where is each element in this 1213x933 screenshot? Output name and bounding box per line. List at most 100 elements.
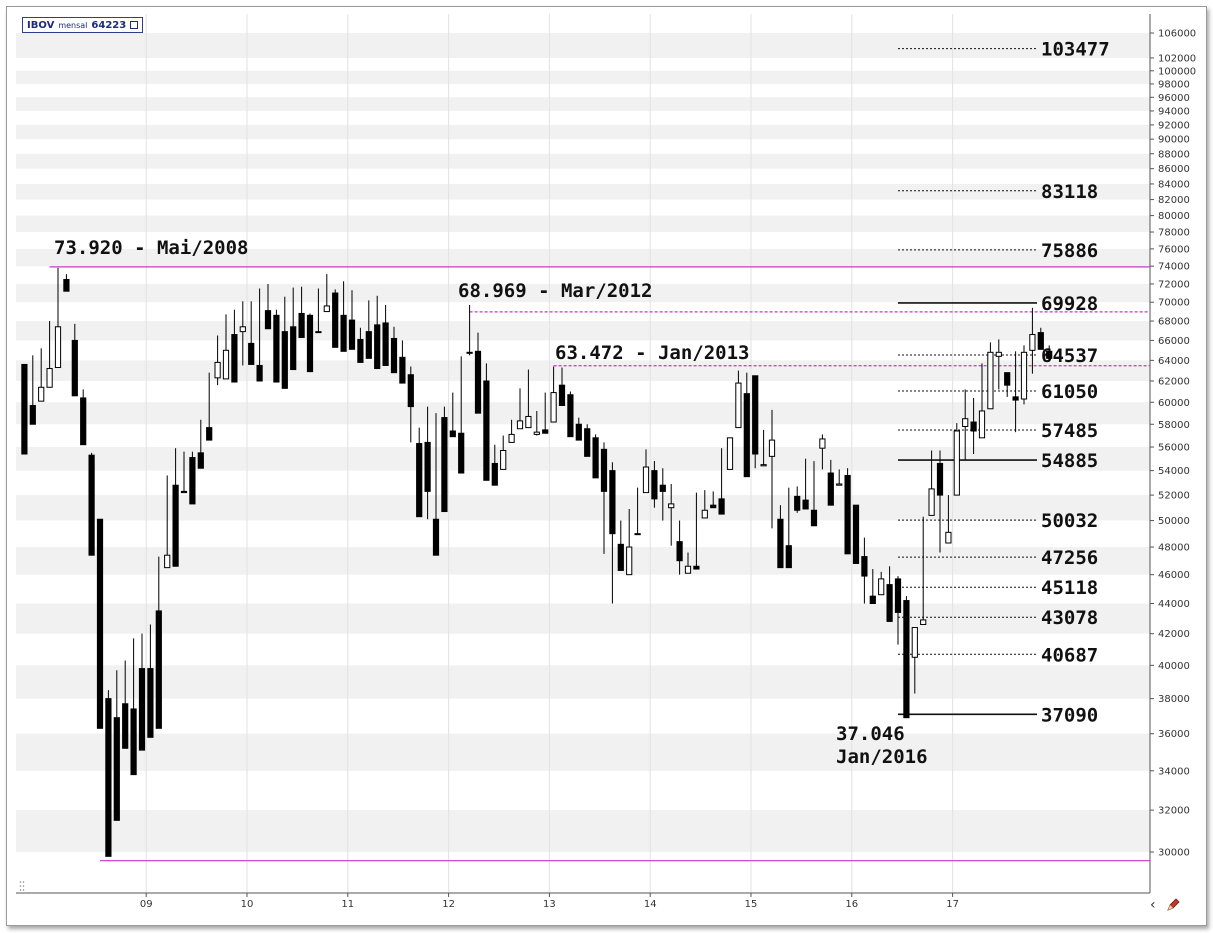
candle-body bbox=[474, 350, 482, 414]
y-tick-label: 88000 bbox=[1158, 149, 1190, 160]
scroll-left-icon[interactable]: ‹ bbox=[1150, 897, 1156, 913]
candle-body bbox=[231, 334, 238, 383]
y-tick-label: 66000 bbox=[1158, 336, 1190, 347]
candle-body bbox=[684, 565, 692, 574]
y-tick-label: 46000 bbox=[1158, 570, 1190, 581]
grid-band bbox=[16, 733, 1150, 771]
candle-body bbox=[936, 462, 944, 496]
y-tick-label: 102000 bbox=[1158, 53, 1196, 64]
candle-body bbox=[281, 331, 288, 389]
candle-body bbox=[88, 454, 95, 556]
candle-body bbox=[785, 545, 792, 569]
candle-body bbox=[802, 499, 809, 510]
grid-band bbox=[16, 603, 1150, 634]
resize-grip-icon[interactable] bbox=[19, 880, 25, 892]
x-tick-label: 13 bbox=[543, 899, 556, 910]
y-tick-label: 48000 bbox=[1158, 543, 1190, 554]
y-tick-label: 76000 bbox=[1158, 244, 1190, 255]
y-tick-label: 100000 bbox=[1158, 66, 1196, 77]
y-tick-label: 78000 bbox=[1158, 228, 1190, 239]
candle-body bbox=[659, 484, 666, 492]
candle-body bbox=[1004, 372, 1011, 386]
y-tick-label: 72000 bbox=[1158, 279, 1190, 290]
candle-body bbox=[852, 504, 860, 564]
candle-body bbox=[827, 472, 834, 506]
annotation-label: 37.046 bbox=[836, 723, 905, 745]
candle-body bbox=[693, 565, 700, 570]
candle-body bbox=[886, 584, 893, 622]
grid-band bbox=[16, 183, 1150, 200]
y-tick-label: 68000 bbox=[1158, 317, 1190, 328]
candle-body bbox=[500, 450, 507, 470]
y-tick-label: 98000 bbox=[1158, 79, 1190, 90]
candle-body bbox=[617, 543, 624, 571]
y-tick-label: 34000 bbox=[1158, 766, 1190, 777]
x-tick-label: 14 bbox=[644, 899, 657, 910]
candle-body bbox=[718, 498, 725, 515]
x-tick-label: 11 bbox=[341, 899, 354, 910]
candle-body bbox=[222, 349, 230, 380]
y-tick-label: 30000 bbox=[1158, 848, 1190, 859]
candle-body bbox=[642, 466, 650, 494]
legend-toggle-icon[interactable] bbox=[130, 21, 139, 29]
grid-band bbox=[16, 402, 1150, 425]
candle-body bbox=[214, 361, 221, 379]
grid-band bbox=[16, 810, 1150, 852]
candle-body bbox=[96, 518, 104, 729]
candle-body bbox=[407, 374, 414, 408]
level-label: 61050 bbox=[1041, 381, 1098, 403]
candle-body bbox=[928, 488, 935, 516]
grid-band bbox=[16, 283, 1150, 303]
candle-body bbox=[962, 418, 969, 427]
candle-body bbox=[676, 541, 683, 562]
candle-body bbox=[1020, 351, 1028, 400]
candle-body bbox=[432, 518, 440, 556]
y-tick-label: 84000 bbox=[1158, 179, 1190, 190]
candle-body bbox=[810, 509, 818, 527]
candle-body bbox=[920, 619, 927, 625]
candle-body bbox=[911, 627, 918, 658]
candle-body bbox=[600, 448, 608, 492]
candle-body bbox=[995, 351, 1002, 357]
candle-body bbox=[735, 382, 742, 429]
candle-body bbox=[424, 441, 431, 492]
candle-body bbox=[38, 386, 45, 402]
candle-body bbox=[558, 384, 566, 407]
y-tick-label: 58000 bbox=[1158, 420, 1190, 431]
candle-body bbox=[206, 427, 213, 441]
y-tick-label: 92000 bbox=[1158, 120, 1190, 131]
candle-body bbox=[374, 324, 381, 370]
grid-band bbox=[16, 321, 1150, 341]
candle-body bbox=[844, 474, 851, 555]
candle-body bbox=[323, 305, 330, 313]
candle-body bbox=[1012, 396, 1019, 401]
y-tick-label: 50000 bbox=[1158, 516, 1190, 527]
candle-body bbox=[726, 437, 734, 470]
y-tick-label: 82000 bbox=[1158, 195, 1190, 206]
grid-band bbox=[16, 33, 1150, 58]
candle-body bbox=[138, 668, 146, 751]
y-tick-label: 44000 bbox=[1158, 599, 1190, 610]
candle-body bbox=[668, 503, 675, 509]
symbol-legend[interactable]: IBOV mensal 64223 bbox=[22, 17, 144, 33]
annotation-label: 73.920 - Mai/2008 bbox=[54, 237, 248, 259]
y-tick-label: 42000 bbox=[1158, 629, 1190, 640]
candle-body bbox=[861, 556, 868, 577]
annotation-label: Jan/2016 bbox=[836, 746, 928, 768]
candle-body bbox=[21, 363, 28, 455]
level-label: 37090 bbox=[1041, 704, 1098, 726]
candle-body bbox=[575, 423, 582, 441]
y-tick-label: 32000 bbox=[1158, 806, 1190, 817]
pencil-icon[interactable] bbox=[1166, 898, 1180, 912]
candle-body bbox=[483, 380, 490, 481]
candle-body bbox=[239, 326, 246, 333]
candle-body bbox=[130, 708, 137, 776]
candle-body bbox=[315, 331, 322, 334]
candle-body bbox=[701, 509, 708, 519]
annotation-label: 63.472 - Jan/2013 bbox=[555, 342, 749, 364]
level-label: 57485 bbox=[1041, 420, 1098, 442]
candle-body bbox=[609, 470, 616, 535]
candle-body bbox=[458, 432, 465, 474]
symbol-name: IBOV bbox=[27, 19, 55, 31]
